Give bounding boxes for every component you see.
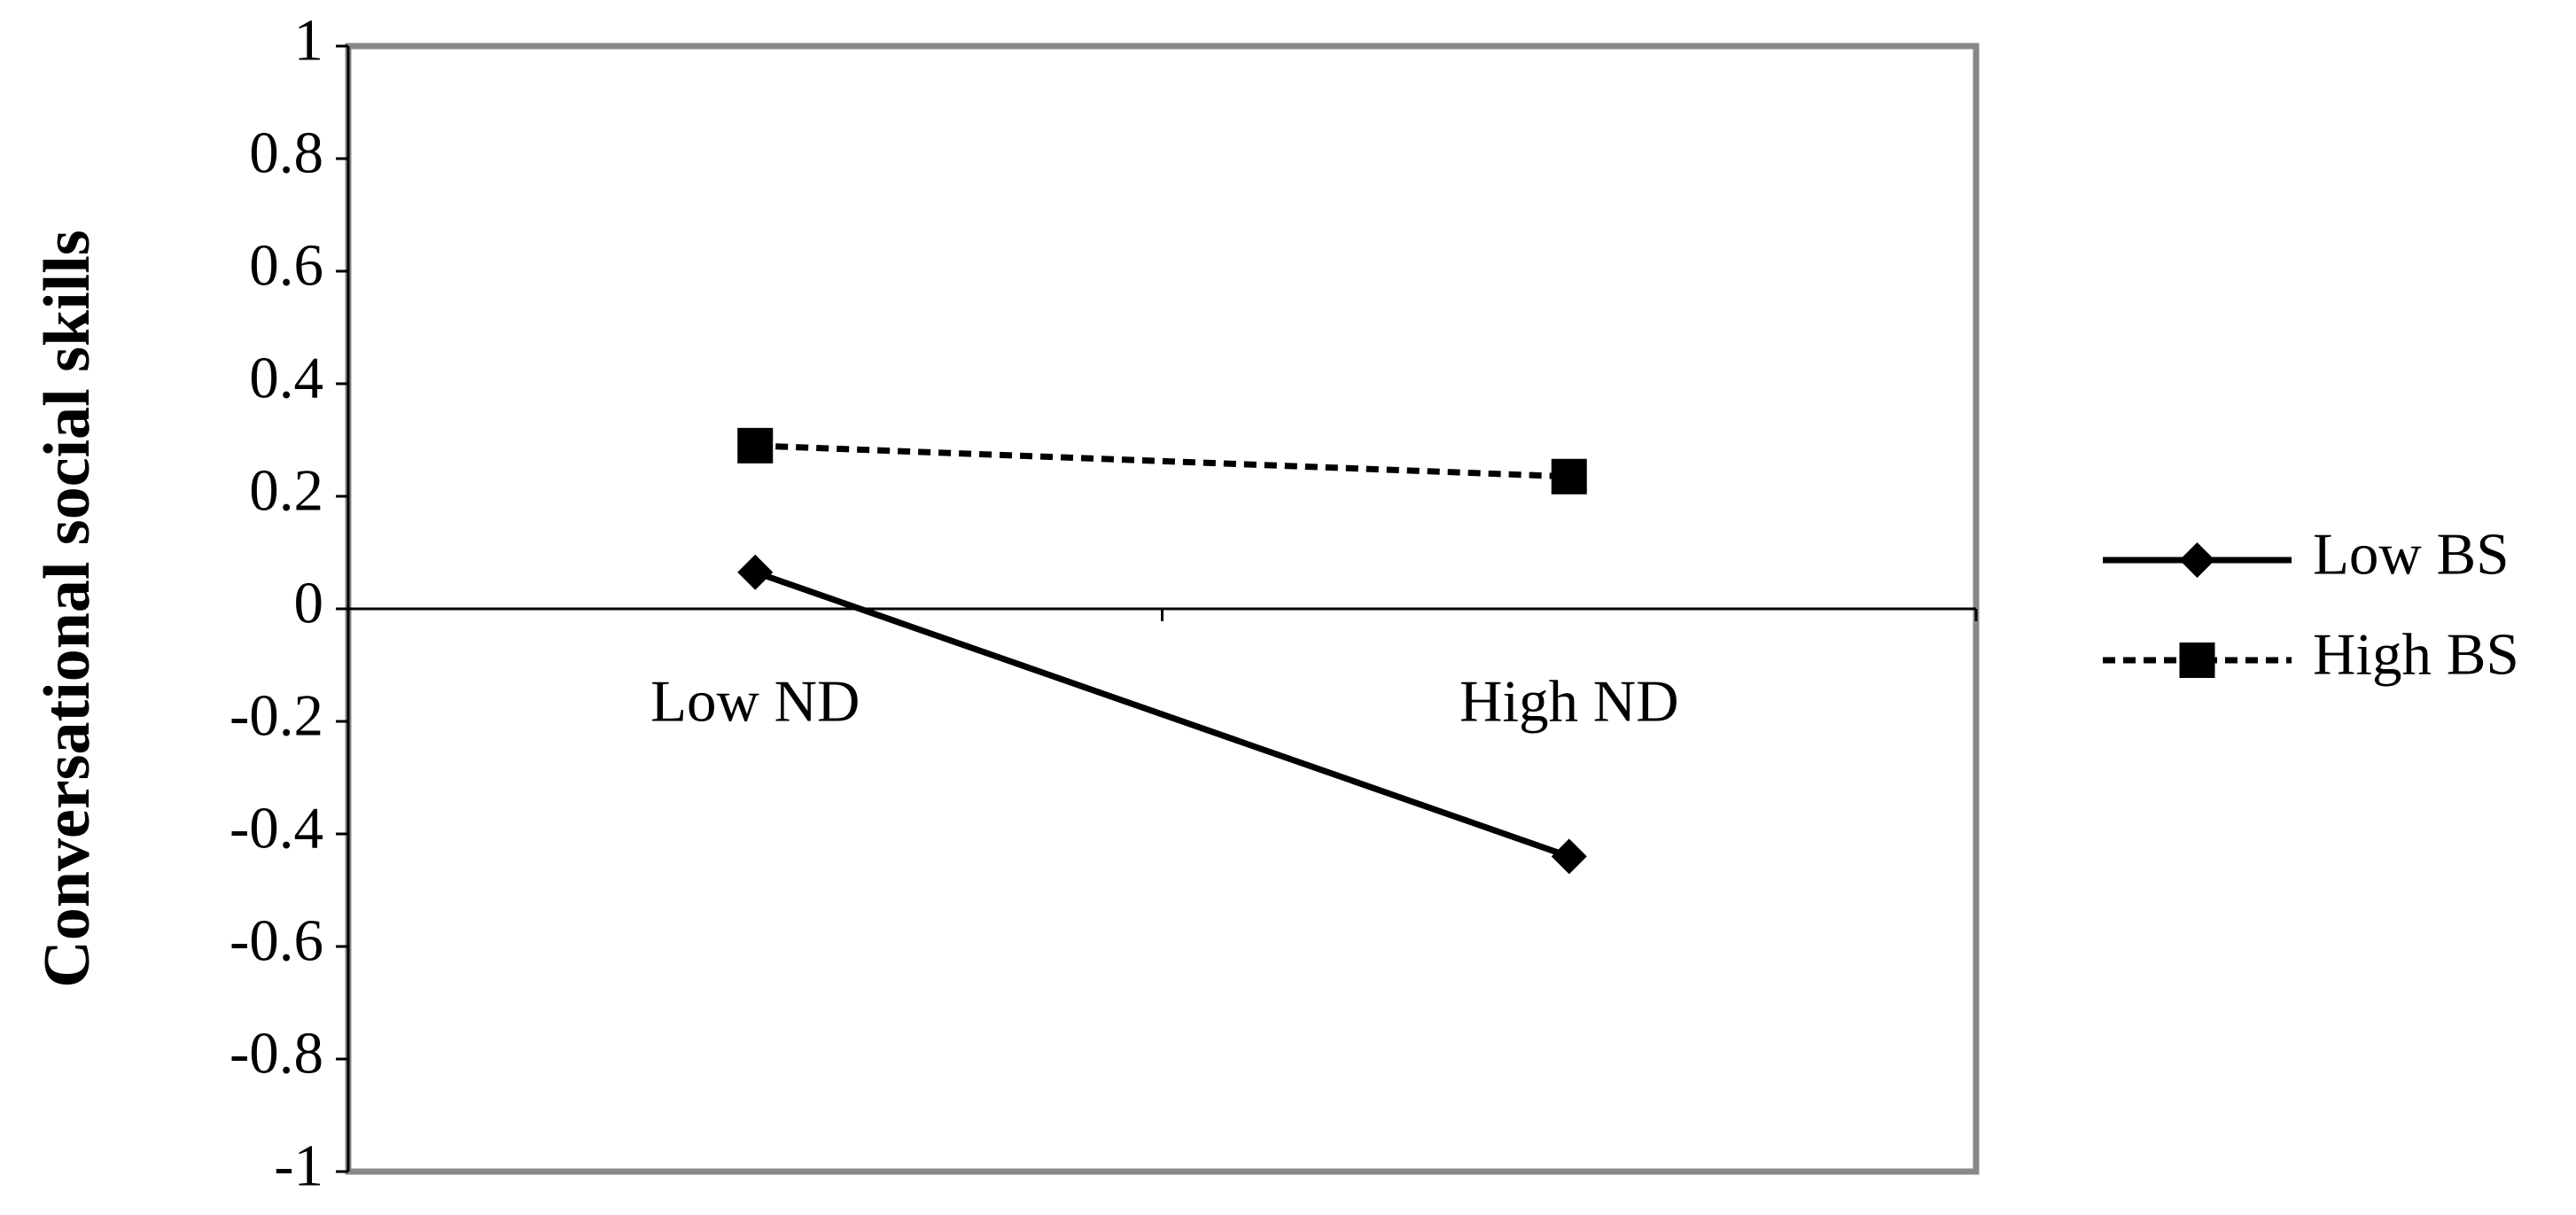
- legend-label: High BS: [2313, 621, 2519, 687]
- legend-marker: [2179, 643, 2215, 678]
- y-tick-label: 0.2: [249, 457, 323, 523]
- y-tick-label: 0.4: [249, 345, 323, 410]
- point: [1551, 838, 1587, 875]
- point: [737, 427, 774, 463]
- y-tick-label: -0.6: [230, 907, 323, 973]
- point: [737, 554, 774, 590]
- y-tick-label: -1: [274, 1133, 323, 1198]
- y-tick-label: 1: [294, 7, 324, 73]
- y-tick-label: -0.2: [230, 682, 323, 748]
- legend-marker: [2179, 542, 2215, 578]
- y-axis-label: Conversational social skills: [31, 230, 104, 987]
- series-line: [754, 569, 1570, 860]
- y-tick-label: -0.8: [230, 1020, 323, 1086]
- series-line: [755, 442, 1569, 480]
- legend-label: Low BS: [2313, 521, 2510, 587]
- x-tick-label: Low ND: [650, 668, 860, 734]
- x-tick-label: High ND: [1459, 668, 1679, 734]
- point: [1551, 458, 1587, 495]
- y-tick-label: -0.4: [230, 795, 323, 861]
- y-tick-label: 0.8: [249, 120, 323, 185]
- y-tick-label: 0: [294, 570, 324, 635]
- y-tick-label: 0.6: [249, 232, 323, 298]
